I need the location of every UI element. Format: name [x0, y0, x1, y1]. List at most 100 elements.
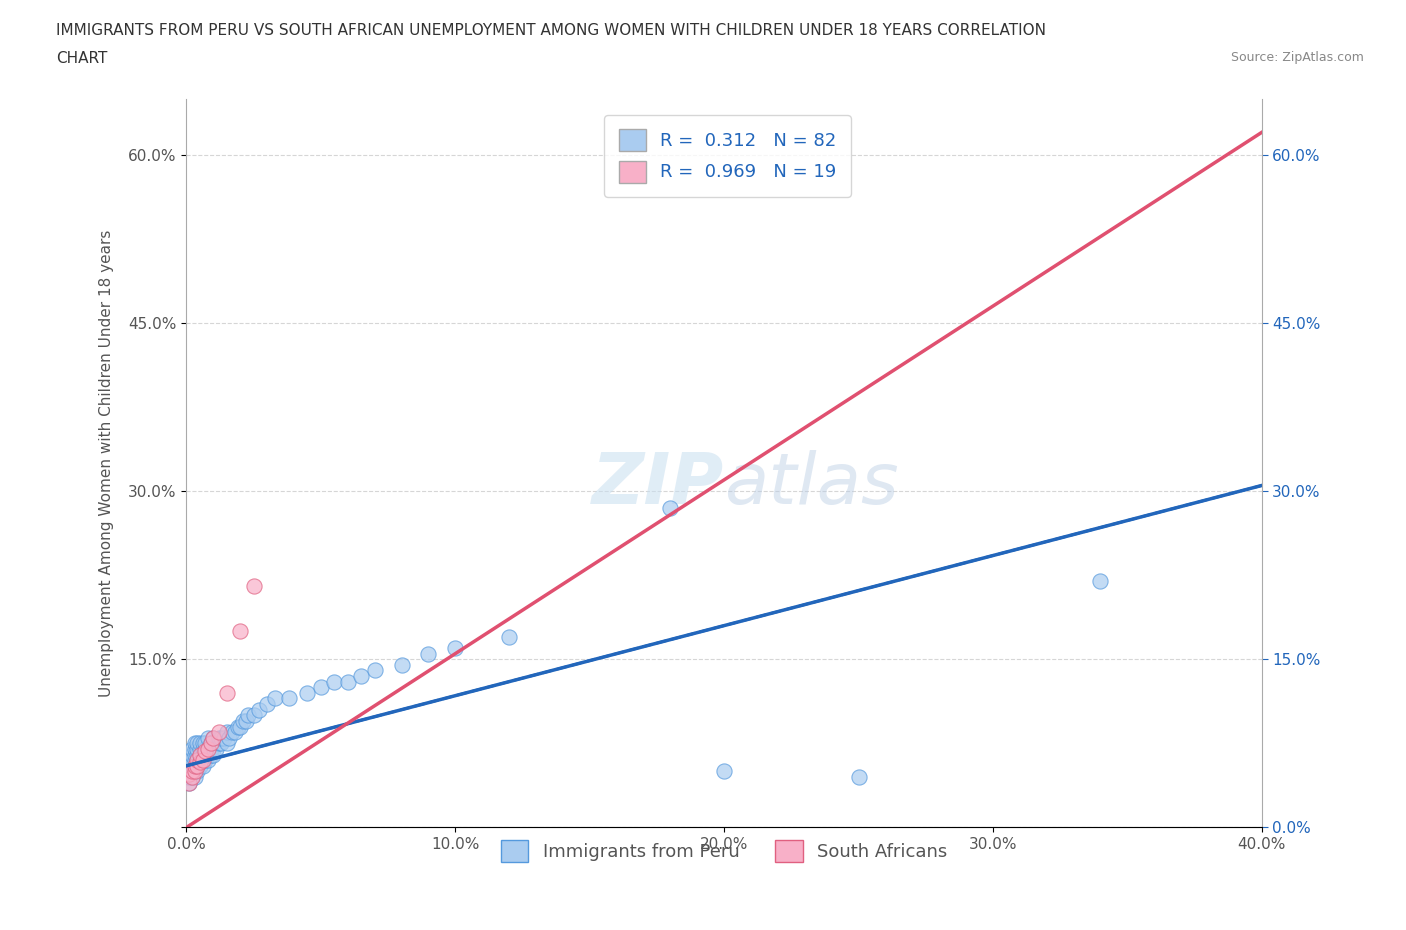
- Point: [180, 769, 202, 784]
- Point: [197, 741, 219, 756]
- Point: [186, 764, 208, 778]
- Point: [197, 747, 219, 762]
- Point: [186, 752, 208, 767]
- Point: [418, 646, 440, 661]
- Point: [256, 697, 278, 711]
- Point: [180, 758, 202, 773]
- Point: [224, 724, 246, 739]
- Point: [197, 752, 219, 767]
- Point: [191, 752, 214, 767]
- Point: [191, 758, 214, 773]
- Point: [179, 775, 201, 790]
- Point: [208, 724, 231, 739]
- Point: [229, 719, 252, 734]
- Point: [208, 736, 231, 751]
- Point: [212, 730, 235, 745]
- Point: [188, 755, 211, 770]
- Point: [226, 719, 249, 734]
- Point: [1090, 573, 1112, 588]
- Point: [180, 752, 202, 767]
- Point: [232, 713, 254, 728]
- Point: [179, 769, 201, 784]
- Point: [188, 747, 211, 762]
- Point: [659, 500, 682, 515]
- Point: [183, 769, 205, 784]
- Point: [202, 747, 225, 762]
- Point: [186, 758, 208, 773]
- Point: [197, 741, 219, 756]
- Point: [238, 708, 260, 723]
- Point: [180, 764, 202, 778]
- Point: [191, 741, 214, 756]
- Point: [197, 730, 219, 745]
- Point: [180, 764, 202, 778]
- Point: [183, 758, 205, 773]
- Text: ZIP: ZIP: [592, 450, 724, 520]
- Point: [235, 713, 257, 728]
- Point: [218, 730, 240, 745]
- Point: [191, 736, 214, 751]
- Point: [350, 669, 373, 684]
- Point: [186, 741, 208, 756]
- Point: [194, 752, 217, 767]
- Point: [200, 741, 222, 756]
- Point: [848, 769, 870, 784]
- Point: [186, 752, 208, 767]
- Legend: Immigrants from Peru, South Africans: Immigrants from Peru, South Africans: [494, 833, 955, 870]
- Point: [215, 724, 238, 739]
- Point: [183, 736, 205, 751]
- Point: [309, 680, 332, 695]
- Point: [336, 674, 359, 689]
- Point: [186, 758, 208, 773]
- Point: [264, 691, 287, 706]
- Point: [208, 730, 231, 745]
- Y-axis label: Unemployment Among Women with Children Under 18 years: Unemployment Among Women with Children U…: [100, 230, 114, 697]
- Point: [498, 630, 520, 644]
- Point: [713, 764, 735, 778]
- Point: [242, 708, 264, 723]
- Point: [221, 724, 243, 739]
- Point: [191, 747, 214, 762]
- Point: [363, 663, 385, 678]
- Point: [209, 736, 232, 751]
- Point: [186, 736, 208, 751]
- Point: [188, 752, 211, 767]
- Point: [215, 685, 238, 700]
- Point: [179, 764, 201, 778]
- Point: [188, 758, 211, 773]
- Point: [188, 736, 211, 751]
- Point: [183, 764, 205, 778]
- Point: [194, 736, 217, 751]
- Point: [391, 658, 413, 672]
- Point: [183, 758, 205, 773]
- Point: [194, 741, 217, 756]
- Point: [183, 741, 205, 756]
- Point: [180, 769, 202, 784]
- Point: [188, 741, 211, 756]
- Point: [323, 674, 346, 689]
- Point: [444, 641, 467, 656]
- Point: [200, 736, 222, 751]
- Point: [183, 752, 205, 767]
- Point: [179, 758, 201, 773]
- Text: atlas: atlas: [724, 450, 898, 520]
- Point: [180, 741, 202, 756]
- Point: [180, 747, 202, 762]
- Point: [202, 730, 225, 745]
- Point: [194, 747, 217, 762]
- Point: [247, 702, 270, 717]
- Text: Source: ZipAtlas.com: Source: ZipAtlas.com: [1230, 51, 1364, 64]
- Point: [202, 736, 225, 751]
- Point: [200, 736, 222, 751]
- Point: [297, 685, 319, 700]
- Point: [183, 747, 205, 762]
- Point: [215, 736, 238, 751]
- Point: [179, 775, 201, 790]
- Point: [179, 766, 201, 781]
- Point: [183, 764, 205, 778]
- Point: [202, 730, 225, 745]
- Point: [209, 730, 232, 745]
- Text: CHART: CHART: [56, 51, 108, 66]
- Point: [229, 624, 252, 639]
- Text: IMMIGRANTS FROM PERU VS SOUTH AFRICAN UNEMPLOYMENT AMONG WOMEN WITH CHILDREN UND: IMMIGRANTS FROM PERU VS SOUTH AFRICAN UN…: [56, 23, 1046, 38]
